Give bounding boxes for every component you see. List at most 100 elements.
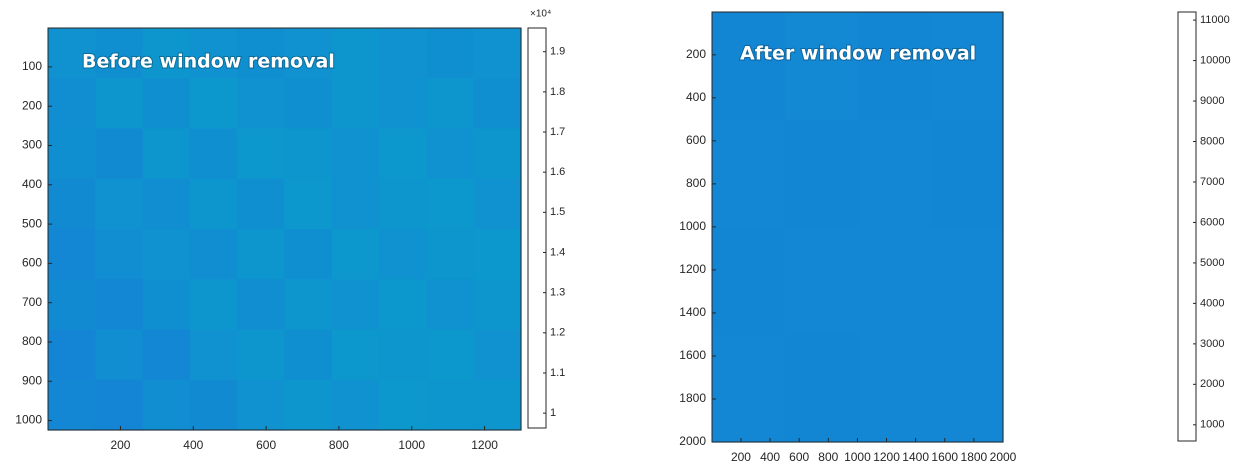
x-tick-label: 400: [760, 450, 780, 464]
x-tick-label: 800: [818, 450, 838, 464]
heatmap-cell: [379, 379, 427, 431]
y-tick-label: 600: [22, 256, 42, 270]
colorbar: [1177, 11, 1197, 442]
colorbar-tick-label: 9000: [1200, 95, 1224, 107]
colorbar-tick-label: 8000: [1200, 135, 1224, 147]
x-tick-label: 200: [110, 438, 130, 452]
heatmap-cell: [712, 12, 786, 121]
heatmap-cell: [189, 279, 238, 331]
panel-title: After window removal: [740, 43, 976, 65]
colorbar-tick-label: 4000: [1200, 297, 1224, 309]
x-tick-label: 1000: [844, 450, 871, 464]
heatmap-cell: [426, 279, 475, 331]
x-tick-label: 1600: [931, 450, 958, 464]
colorbar-tick-label: 1: [550, 407, 556, 419]
heatmap-cell: [237, 229, 286, 280]
y-tick-label: 900: [22, 373, 42, 387]
heatmap-cell: [712, 334, 786, 443]
heatmap-cell: [379, 279, 427, 331]
heatmap-cell: [331, 28, 380, 79]
heatmap-cell: [48, 78, 96, 130]
heatmap-cell: [142, 178, 191, 230]
heatmap-cell: [426, 229, 475, 280]
x-tick-label: 1400: [902, 450, 929, 464]
heatmap-cell: [284, 229, 333, 280]
x-tick-label: 1200: [873, 450, 900, 464]
heatmap-cell: [284, 128, 333, 180]
y-tick-label: 1000: [679, 219, 706, 233]
heatmap-cell: [857, 227, 931, 336]
heatmap-cell: [189, 229, 238, 280]
heatmap-cell: [930, 334, 1004, 443]
heatmap-cell: [284, 379, 333, 431]
heatmap-panel: 200 400 600 800 1000 1200 100 200 300 400 500 600 70…: [15, 9, 565, 453]
y-tick-label: 400: [22, 177, 42, 191]
heatmap-cell: [426, 178, 475, 230]
x-tick-label: 200: [731, 450, 751, 464]
colorbar-exponent: ×10⁴: [530, 9, 551, 20]
axes-box: [47, 27, 522, 431]
heatmap-cell: [95, 178, 144, 230]
y-tick-label: 800: [22, 334, 42, 348]
heatmap-cell: [331, 178, 380, 230]
panel-title: Before window removal: [82, 51, 335, 73]
heatmap-cell: [237, 128, 286, 180]
heatmap-cell: [857, 12, 931, 121]
heatmap-cell: [95, 329, 144, 381]
heatmap-cell: [237, 28, 286, 79]
heatmap-cell: [473, 229, 522, 280]
colorbar-tick-label: 1.9: [550, 46, 565, 58]
colorbar: [527, 27, 547, 429]
heatmap-cell: [426, 78, 475, 130]
heatmap-panel: 200 400 600 800 1000 1200 1400 1600 1800 20002004…: [679, 11, 1231, 464]
heatmap-cell: [48, 279, 96, 331]
heatmap-cell: [95, 28, 144, 79]
colorbar-tick-label: 11000: [1200, 14, 1230, 26]
heatmap-cell: [142, 329, 191, 381]
heatmap-cell: [784, 227, 859, 336]
x-tick-label: 1000: [398, 438, 425, 452]
heatmap-cell: [784, 12, 859, 121]
y-tick-label: 1200: [679, 262, 706, 276]
heatmap-cell: [284, 78, 333, 130]
heatmap-cell: [95, 379, 144, 431]
heatmap-cell: [237, 279, 286, 331]
heatmap-cell: [142, 279, 191, 331]
y-tick-label: 1600: [679, 348, 706, 362]
y-tick-label: 200: [22, 98, 42, 112]
colorbar-tick-label: 1000: [1200, 419, 1224, 431]
heatmap-cell: [331, 329, 380, 381]
heatmap-cell: [142, 28, 191, 79]
heatmap-cell: [473, 279, 522, 331]
colorbar-tick-label: 3000: [1200, 338, 1224, 350]
y-tick-label: 2000: [679, 434, 706, 448]
heatmap-cell: [48, 178, 96, 230]
colorbar-tick-label: 1.7: [550, 126, 565, 138]
heatmap-cell: [857, 119, 931, 228]
heatmap-cell: [237, 78, 286, 130]
heatmap-cell: [857, 334, 931, 443]
heatmap-cell: [284, 279, 333, 331]
heatmap-cell: [426, 329, 475, 381]
colorbar-tick-label: 1.8: [550, 86, 565, 98]
heatmap-cell: [284, 329, 333, 381]
heatmap-cell: [426, 128, 475, 180]
y-tick-label: 200: [686, 47, 706, 61]
colorbar-tick-label: 7000: [1200, 176, 1224, 188]
heatmap-cell: [95, 128, 144, 180]
heatmap-cell: [473, 379, 522, 431]
heatmap-cell: [237, 379, 286, 431]
heatmap-cell: [712, 227, 786, 336]
heatmap-cell: [48, 229, 96, 280]
colorbar-tick-label: 2000: [1200, 378, 1224, 390]
heatmap-cell: [189, 78, 238, 130]
x-tick-label: 2000: [990, 450, 1017, 464]
heatmap-cell: [331, 379, 380, 431]
heatmap-cell: [48, 128, 96, 180]
heatmap-cell: [473, 329, 522, 381]
heatmap-cell: [284, 28, 333, 79]
heatmap-cell: [189, 128, 238, 180]
heatmap-cell: [48, 329, 96, 381]
y-tick-label: 600: [686, 133, 706, 147]
